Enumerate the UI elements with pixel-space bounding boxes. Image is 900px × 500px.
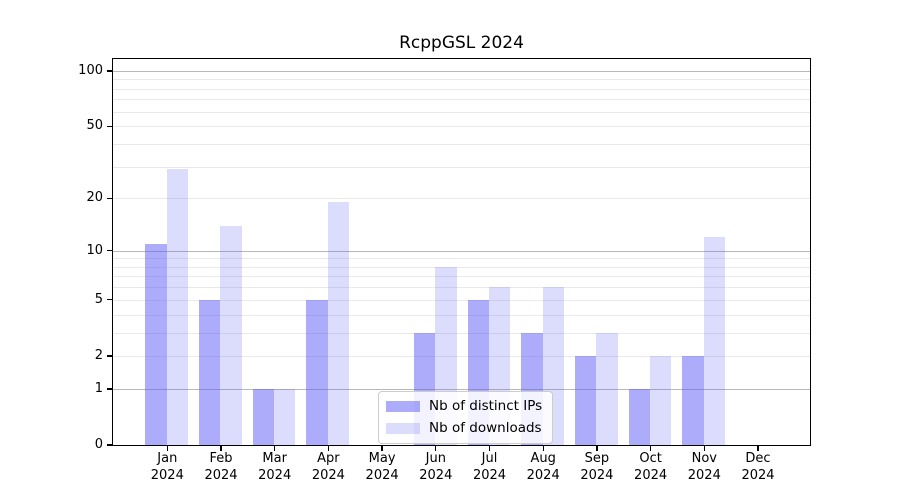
x-tick-mark <box>381 445 383 451</box>
legend: Nb of distinct IPs Nb of downloads <box>378 391 554 444</box>
gridline-major <box>113 250 810 252</box>
y-tick-label: 10 <box>86 242 103 258</box>
y-tick-label: 100 <box>78 62 103 78</box>
y-tick-label: 0 <box>94 437 103 452</box>
gridline-minor <box>113 276 810 278</box>
bar-downloads-jan <box>166 169 189 445</box>
legend-label-downloads: Nb of downloads <box>429 420 542 436</box>
bar-downloads-feb <box>220 225 242 445</box>
y-tick-mark <box>106 388 113 390</box>
x-tick-label-jan: Jan 2024 <box>150 451 184 483</box>
x-tick-mark <box>166 445 168 451</box>
plot-area <box>112 58 811 446</box>
x-tick-mark <box>542 445 544 451</box>
x-tick-mark <box>649 445 652 451</box>
bar-downloads-sep <box>596 332 618 445</box>
x-tick-label-jul: Jul 2024 <box>472 451 507 483</box>
bar-distinct-ips-jan <box>145 243 167 445</box>
gridline-minor <box>113 79 810 81</box>
y-tick-mark <box>106 70 113 72</box>
x-tick-label-oct: Oct 2024 <box>634 451 668 483</box>
gridline-minor <box>113 299 810 301</box>
legend-entry-downloads: Nb of downloads <box>386 420 542 436</box>
gridline-minor <box>113 99 810 101</box>
legend-entry-distinct-ips: Nb of distinct IPs <box>386 398 542 414</box>
y-tick-label: 20 <box>86 190 103 206</box>
x-tick-mark <box>327 445 330 451</box>
x-tick-label-mar: Mar 2024 <box>258 451 292 483</box>
gridline-major <box>113 70 810 72</box>
x-tick-mark <box>703 445 705 451</box>
gridline-minor <box>113 88 810 90</box>
gridline-minor <box>113 314 810 316</box>
legend-swatch-downloads <box>386 422 420 434</box>
gridline-minor <box>113 111 810 113</box>
x-tick-mark <box>220 445 222 451</box>
bar-downloads-mar <box>274 388 296 445</box>
bar-downloads-nov <box>703 237 726 445</box>
y-tick-mark <box>106 125 113 127</box>
gridline-minor <box>113 355 810 357</box>
y-tick-mark <box>106 355 113 357</box>
legend-swatch-distinct-ips <box>386 400 420 412</box>
x-tick-label-aug: Aug 2024 <box>526 451 560 483</box>
bar-distinct-ips-feb <box>199 299 221 445</box>
x-tick-label-feb: Feb 2024 <box>204 451 238 483</box>
x-tick-label-apr: Apr 2024 <box>311 451 345 483</box>
x-tick-mark <box>488 445 491 451</box>
x-tick-label-jun: Jun 2024 <box>419 451 453 483</box>
bar-distinct-ips-apr <box>306 299 328 445</box>
bar-downloads-oct <box>650 355 672 445</box>
gridline-minor <box>113 287 810 289</box>
y-tick-label: 5 <box>94 291 103 307</box>
x-tick-label-dec: Dec 2024 <box>741 451 775 483</box>
x-tick-label-sep: Sep 2024 <box>580 451 614 483</box>
chart-title: RcppGSL 2024 <box>399 33 524 53</box>
gridline-minor <box>113 126 810 128</box>
y-tick-mark <box>106 444 113 446</box>
bar-distinct-ips-nov <box>682 355 704 445</box>
legend-label-distinct-ips: Nb of distinct IPs <box>429 398 543 414</box>
x-tick-label-may: May 2024 <box>365 451 399 483</box>
bar-distinct-ips-sep <box>574 355 597 445</box>
x-tick-label-nov: Nov 2024 <box>687 451 721 483</box>
x-tick-mark <box>596 445 598 451</box>
bar-downloads-apr <box>327 202 350 445</box>
gridline-minor <box>113 332 810 334</box>
gridline-major <box>113 388 810 390</box>
x-tick-mark <box>757 445 759 451</box>
y-tick-label: 1 <box>94 380 103 396</box>
gridline-minor <box>113 143 810 145</box>
y-tick-label: 50 <box>86 118 103 134</box>
y-tick-mark <box>106 299 113 301</box>
gridline-minor <box>113 266 810 268</box>
x-tick-mark <box>435 445 437 451</box>
gridline-minor <box>113 198 810 200</box>
bar-distinct-ips-mar <box>252 388 275 445</box>
gridline-minor <box>113 166 810 168</box>
x-tick-mark <box>274 445 276 451</box>
y-tick-label: 2 <box>94 347 103 363</box>
gridline-minor <box>113 258 810 260</box>
bar-distinct-ips-oct <box>628 388 650 445</box>
y-tick-mark <box>106 197 113 199</box>
y-tick-mark <box>106 249 113 252</box>
